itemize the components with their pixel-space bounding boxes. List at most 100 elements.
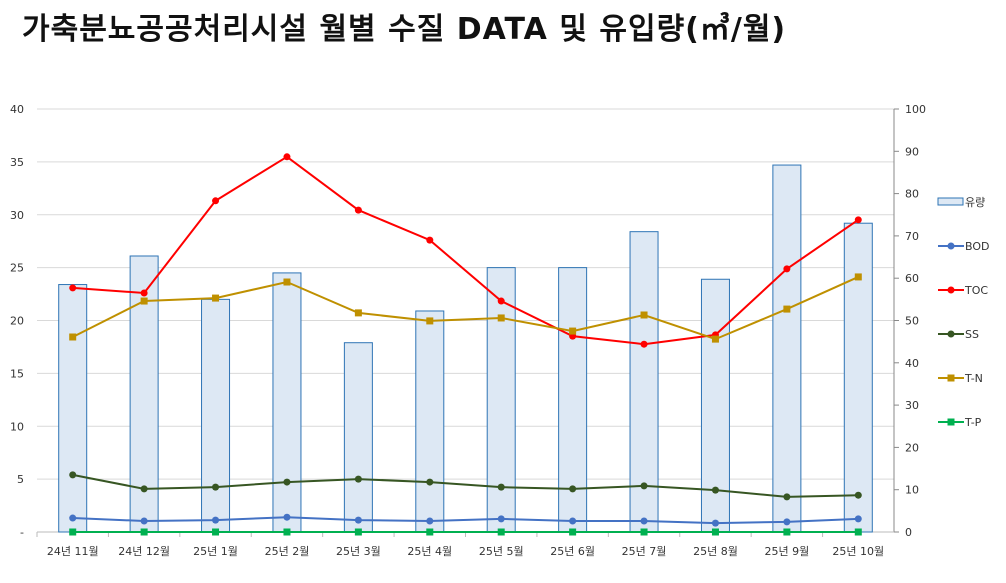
point-SS [140,485,148,493]
point-SS [212,483,220,491]
right-axis-tick-label: 10 [905,484,919,497]
bar-유량 [58,284,88,533]
bar-유량 [700,278,730,533]
point-TOC [354,206,362,214]
x-axis-tick-label: 25년 10월 [832,545,884,558]
right-axis-tick-label: 20 [905,441,919,454]
bar-유량 [415,310,445,533]
point-BOD [497,515,505,523]
point-SS [283,478,291,486]
legend-label-TOC: TOC [964,284,988,297]
right-axis-tick-label: 50 [905,315,919,328]
bar-유량 [272,272,302,533]
point-T-N [354,309,362,317]
point-SS [711,486,719,494]
x-axis-tick-label: 24년 11월 [47,545,99,558]
point-TOC [640,340,648,348]
left-axis-tick-label: 10 [10,420,24,433]
point-TOC [783,265,791,273]
legend-label-SS: SS [965,328,979,341]
x-axis-tick-label: 25년 1월 [193,545,238,558]
left-axis-tick-label: 40 [10,103,24,116]
legend-marker-TOC [947,286,955,294]
left-axis-tick-label: 30 [10,209,24,222]
right-axis-tick-label: 70 [905,230,919,243]
x-axis-tick-label: 25년 2월 [265,545,310,558]
point-T-N [640,311,648,319]
bar-유량 [486,267,516,533]
right-axis-tick-label: 60 [905,272,919,285]
legend-label-T-P: T-P [964,416,982,429]
point-TOC [854,216,862,224]
right-axis-tick-label: 30 [905,399,919,412]
point-BOD [426,517,434,525]
point-T-P [426,528,434,536]
bar-유량 [772,164,802,533]
point-T-P [212,528,220,536]
point-SS [426,478,434,486]
point-SS [569,485,577,493]
point-T-N [140,297,148,305]
x-axis-tick-label: 25년 4월 [407,545,452,558]
point-T-P [854,528,862,536]
point-T-N [783,305,791,313]
line-BOD [72,516,859,525]
point-BOD [783,518,791,526]
legend-label-BOD: BOD [965,240,989,253]
legend-marker-T-P [947,418,955,426]
x-axis-tick-label: 25년 5월 [479,545,524,558]
right-axis-tick-label: 100 [905,103,926,116]
point-T-P [783,528,791,536]
point-BOD [140,517,148,525]
x-axis-tick-label: 25년 3월 [336,545,381,558]
point-TOC [426,236,434,244]
point-T-P [140,528,148,536]
right-axis-tick-label: 0 [905,526,912,539]
point-T-P [497,528,505,536]
point-T-N [497,314,505,322]
x-axis-tick-label: 25년 9월 [765,545,810,558]
point-T-P [569,528,577,536]
point-TOC [140,289,148,297]
point-SS [354,475,362,483]
legend-swatch-유량 [937,197,964,206]
legend-marker-T-N [947,374,955,382]
bar-유량 [343,342,373,533]
bar-유량 [629,231,659,533]
point-T-P [69,528,77,536]
point-BOD [69,514,77,522]
line-TOC [72,155,859,346]
point-SS [640,482,648,490]
left-axis-tick-label: 35 [10,156,24,169]
line-T-N [72,276,859,341]
point-BOD [854,515,862,523]
point-T-N [212,294,220,302]
point-BOD [212,516,220,524]
right-axis-tick-label: 40 [905,357,919,370]
left-axis-tick-label: 5 [17,473,24,486]
line-SS [72,473,859,498]
point-BOD [569,517,577,525]
left-axis-tick-label: 25 [10,262,24,275]
point-T-N [69,333,77,341]
point-T-N [426,317,434,325]
point-T-N [283,278,291,286]
x-axis-tick-label: 25년 8월 [693,545,738,558]
left-axis-tick-label: - [20,526,24,539]
x-axis-tick-label: 24년 12월 [118,545,170,558]
point-T-P [640,528,648,536]
bar-유량 [843,222,873,533]
point-BOD [711,519,719,527]
left-axis-tick-label: 20 [10,315,24,328]
legend-label-유량: 유량 [965,196,985,209]
point-TOC [69,284,77,292]
point-T-N [854,273,862,281]
point-T-P [354,528,362,536]
point-TOC [283,153,291,161]
point-BOD [283,513,291,521]
chart-title: 가축분뇨공공처리시설 월별 수질 DATA 및 유입량(㎥/월) [22,12,787,47]
right-axis-tick-label: 80 [905,188,919,201]
left-axis-tick-label: 15 [10,367,24,380]
point-TOC [497,297,505,305]
x-axis-tick-label: 25년 6월 [550,545,595,558]
